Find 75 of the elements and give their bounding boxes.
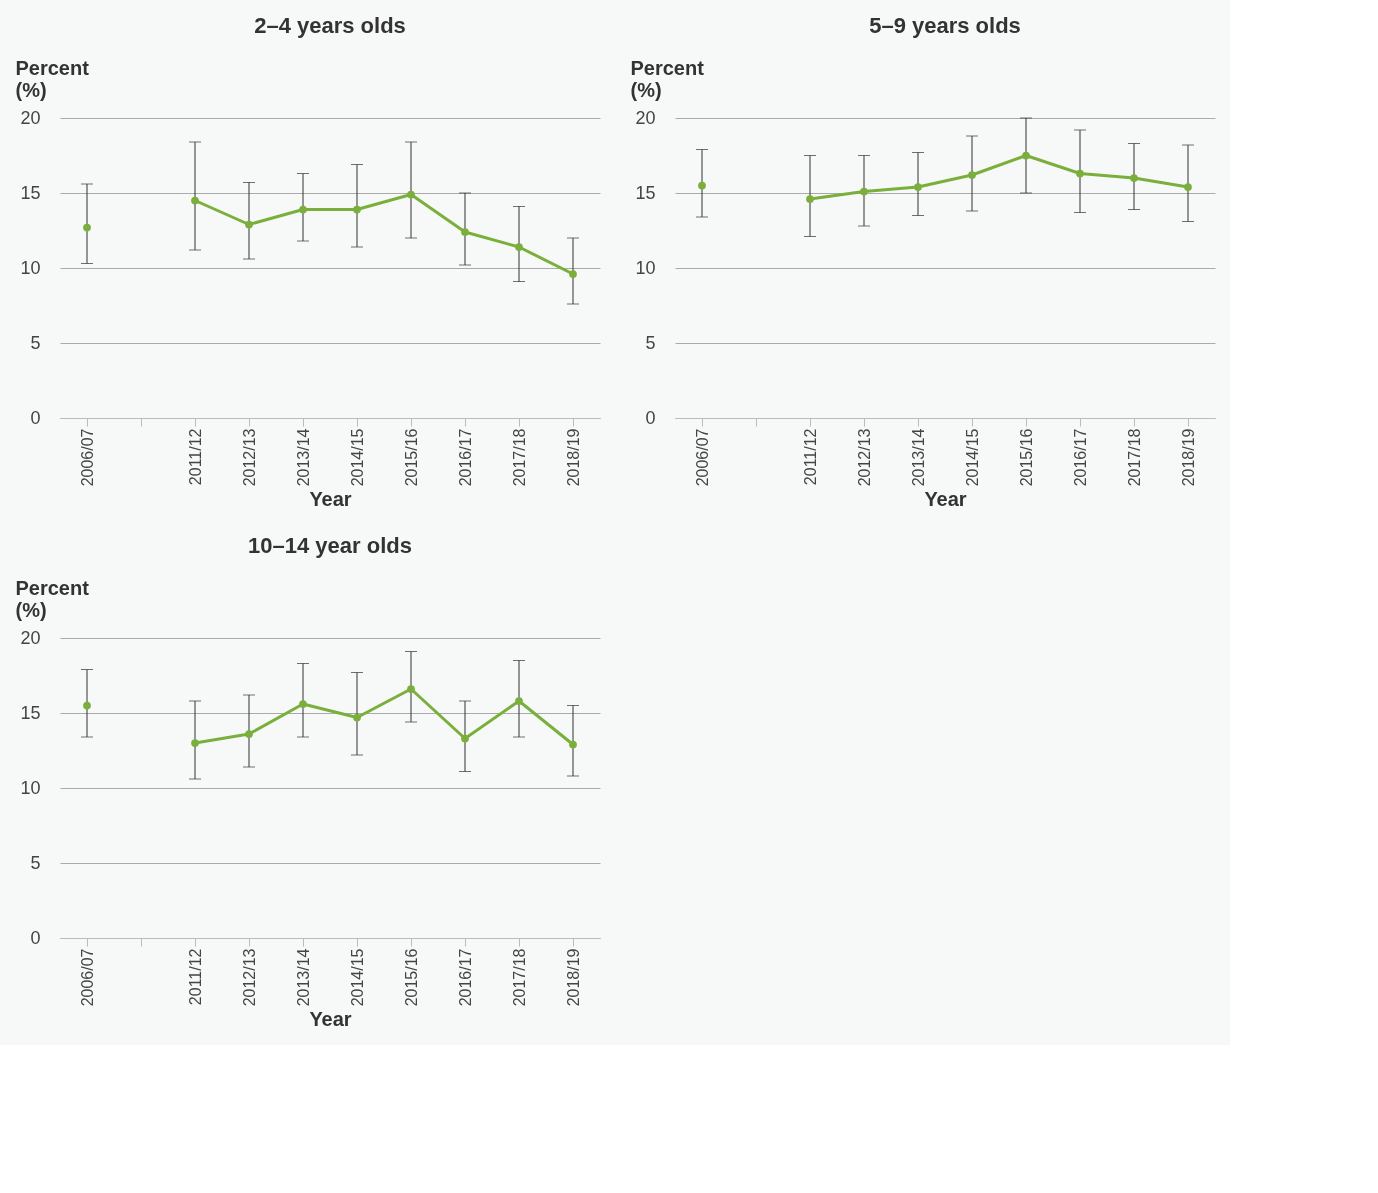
x-tick-label: 2011/12 (186, 428, 204, 486)
x-tick-label: 2006/07 (693, 428, 711, 487)
chart-title: 5–9 years olds (869, 13, 1021, 38)
x-tick-label: 2017/18 (510, 428, 528, 487)
y-tick-label: 5 (30, 852, 41, 873)
point (1022, 151, 1030, 160)
chart-title: 10–14 year olds (248, 533, 412, 558)
x-tick-label: 2015/16 (1017, 428, 1035, 487)
point (968, 171, 976, 179)
point (569, 270, 577, 278)
point (191, 196, 199, 205)
point (299, 700, 307, 708)
x-tick-label: 2016/17 (456, 428, 474, 487)
y-tick-label: 0 (30, 407, 41, 428)
x-tick-label: 2011/12 (801, 428, 819, 486)
point (461, 228, 469, 236)
x-tick-label: 2016/17 (456, 948, 474, 1007)
point (1184, 183, 1192, 191)
x-tick-label: 2017/18 (1125, 428, 1143, 487)
x-tick-label: 2017/18 (510, 948, 528, 1007)
x-tick-label: 2011/12 (186, 948, 204, 1006)
x-tick-label: 2013/14 (294, 428, 312, 487)
x-tick-label: 2012/13 (855, 428, 873, 487)
y-tick-label: 10 (635, 257, 656, 278)
point (515, 243, 523, 251)
x-tick-label: 2013/14 (909, 428, 927, 487)
point (914, 183, 922, 191)
x-tick-label: 2018/19 (564, 428, 582, 487)
x-tick-label: 2014/15 (348, 428, 366, 487)
y-tick-label: 10 (20, 257, 41, 278)
x-tick-label: 2015/16 (402, 948, 420, 1007)
x-tick-label: 2012/13 (240, 948, 258, 1007)
x-tick-label: 2016/17 (1071, 428, 1089, 487)
point (569, 740, 577, 749)
x-tick-label: 2006/07 (78, 428, 96, 487)
x-axis-title: Year (924, 488, 967, 511)
x-tick-label: 2015/16 (402, 428, 420, 487)
point (299, 205, 307, 214)
y-tick-label: 0 (645, 407, 656, 428)
point (1130, 174, 1138, 182)
y-tick-label: 20 (635, 107, 656, 128)
y-tick-label: 10 (20, 777, 41, 798)
point (515, 697, 523, 705)
point (191, 739, 199, 747)
x-axis-title: Year (309, 1008, 352, 1031)
x-tick-label: 2006/07 (78, 948, 96, 1007)
y-tick-label: 15 (20, 702, 41, 723)
x-axis-title: Year (309, 488, 352, 511)
y-axis-title: Percent (%) (15, 56, 90, 101)
y-tick-label: 20 (20, 107, 41, 128)
point (461, 734, 469, 743)
y-tick-label: 20 (20, 627, 41, 648)
point (353, 205, 361, 214)
x-tick-label: 2014/15 (963, 428, 981, 487)
y-tick-label: 5 (30, 332, 41, 353)
y-tick-label: 15 (20, 182, 41, 203)
x-tick-label: 2013/14 (294, 948, 312, 1007)
y-tick-label: 0 (30, 927, 41, 948)
point (245, 730, 253, 738)
point (806, 195, 814, 203)
point (860, 187, 868, 196)
point (1076, 169, 1084, 178)
x-tick-label: 2018/19 (1179, 428, 1197, 487)
point (245, 220, 253, 229)
x-tick-label: 2018/19 (564, 948, 582, 1007)
point (407, 685, 415, 693)
point (407, 190, 415, 199)
y-tick-label: 15 (635, 182, 656, 203)
y-axis-title: Percent (%) (630, 56, 705, 101)
y-tick-label: 5 (645, 332, 656, 353)
chart-title: 2–4 years olds (254, 13, 406, 38)
x-tick-label: 2012/13 (240, 428, 258, 487)
point (353, 713, 361, 722)
x-tick-label: 2014/15 (348, 948, 366, 1007)
y-axis-title: Percent (%) (15, 576, 90, 621)
